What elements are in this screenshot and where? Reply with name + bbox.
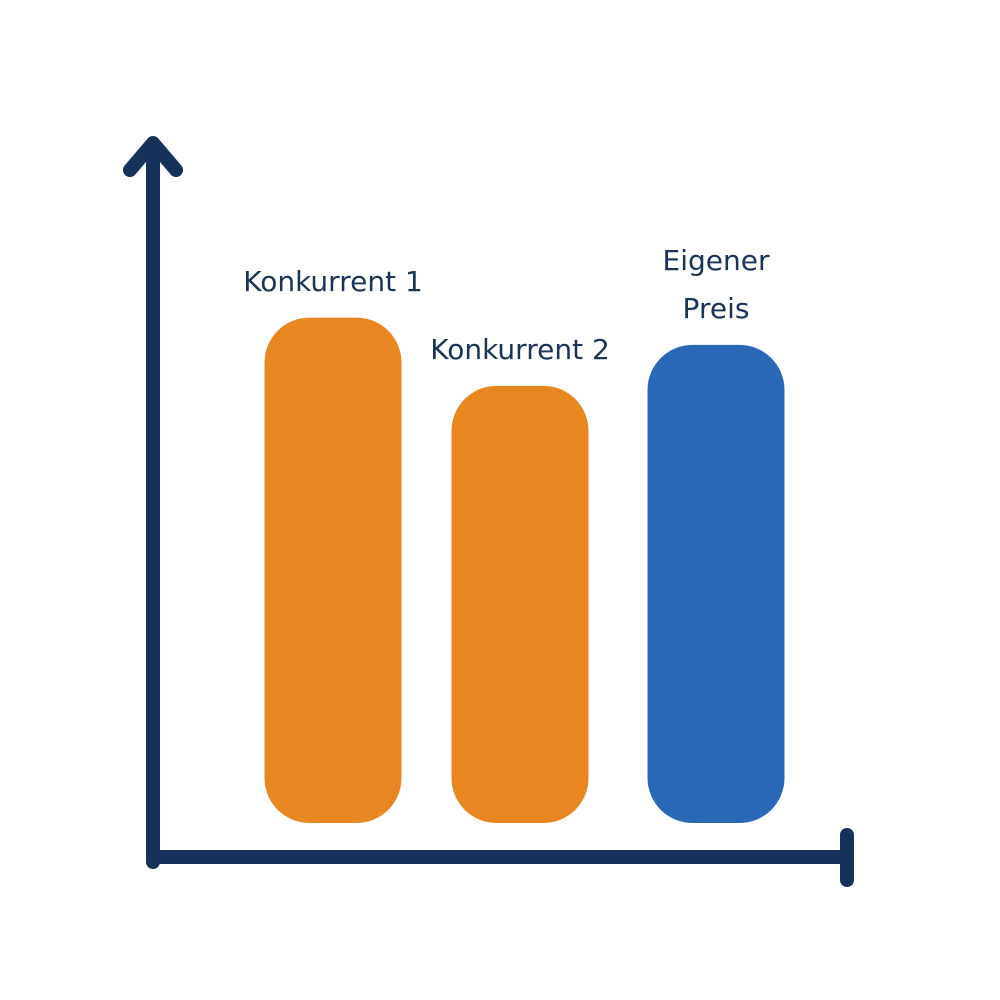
axes <box>123 136 854 887</box>
bar-label: Eigener Preis <box>662 243 770 325</box>
bar <box>647 344 785 823</box>
bar-label: Konkurrent 2 <box>430 332 610 366</box>
bar-label: Konkurrent 1 <box>243 264 423 298</box>
y-axis-arrow <box>123 136 183 177</box>
bar <box>264 317 402 823</box>
bar <box>451 385 589 823</box>
